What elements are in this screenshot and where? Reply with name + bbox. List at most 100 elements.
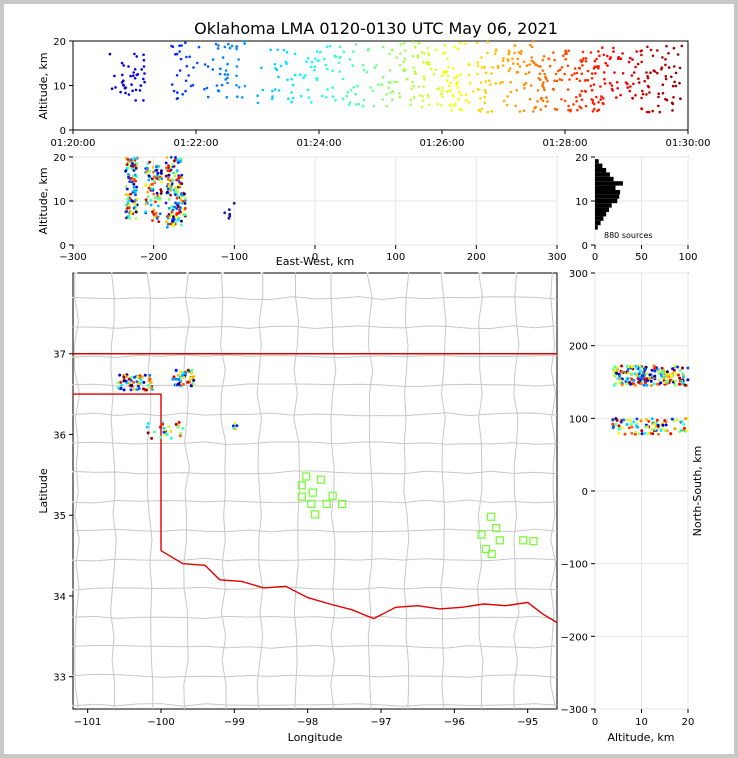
lightning-source-point bbox=[116, 381, 120, 385]
lightning-source-point bbox=[539, 65, 542, 68]
lightning-source-point bbox=[459, 41, 462, 45]
lightning-source-point bbox=[649, 48, 653, 52]
lightning-source-point bbox=[619, 379, 623, 383]
lightning-source-point bbox=[645, 377, 649, 381]
lightning-source-point bbox=[324, 63, 328, 67]
lightning-source-point bbox=[310, 60, 314, 64]
lightning-source-point bbox=[216, 47, 220, 50]
lightning-source-point bbox=[235, 74, 238, 78]
lightning-source-point bbox=[134, 217, 138, 220]
lightning-source-point bbox=[647, 419, 651, 423]
lightning-source-point bbox=[637, 380, 640, 384]
lightning-source-point bbox=[659, 381, 663, 385]
lightning-source-point bbox=[536, 89, 540, 92]
lightning-source-point bbox=[132, 380, 136, 384]
lightning-source-point bbox=[316, 59, 320, 63]
lightning-source-point bbox=[120, 73, 124, 77]
lightning-source-point bbox=[608, 57, 612, 61]
lightning-source-point bbox=[578, 105, 581, 108]
lightning-source-point bbox=[660, 369, 664, 373]
lightning-source-point bbox=[650, 417, 654, 421]
lightning-source-point bbox=[323, 57, 326, 61]
lightning-source-point bbox=[315, 78, 319, 82]
lightning-source-point bbox=[566, 64, 570, 68]
lightning-source-point bbox=[176, 91, 179, 94]
lma-station-marker bbox=[491, 523, 501, 533]
x-tick-label: 200 bbox=[467, 252, 486, 263]
lightning-source-point bbox=[134, 188, 138, 192]
lightning-source-point bbox=[395, 56, 398, 59]
lma-station-marker bbox=[337, 499, 347, 509]
lightning-source-point bbox=[140, 68, 143, 71]
lightning-source-point bbox=[176, 190, 180, 194]
lightning-source-point bbox=[666, 375, 670, 379]
lightning-source-point bbox=[448, 89, 452, 92]
lightning-source-point bbox=[591, 101, 595, 104]
lightning-source-point bbox=[172, 215, 175, 219]
lightning-source-point bbox=[629, 85, 632, 88]
lightning-source-point bbox=[620, 383, 624, 387]
county-boundary bbox=[220, 272, 227, 710]
lightning-source-point bbox=[159, 425, 162, 429]
north-south-ylabel: North-South, km bbox=[691, 446, 704, 537]
lightning-source-point bbox=[157, 220, 161, 224]
lightning-source-point bbox=[630, 74, 634, 77]
lightning-source-point bbox=[674, 71, 678, 75]
lightning-source-point bbox=[348, 58, 352, 61]
lightning-source-point bbox=[643, 79, 646, 83]
lightning-source-point bbox=[456, 86, 460, 89]
lightning-source-point bbox=[599, 85, 602, 88]
lightning-source-point bbox=[224, 78, 227, 81]
lightning-source-point bbox=[680, 44, 684, 48]
lightning-source-point bbox=[348, 101, 352, 104]
lightning-source-point bbox=[133, 203, 137, 207]
lightning-source-point bbox=[440, 92, 443, 96]
lightning-source-point bbox=[170, 210, 174, 214]
lightning-source-point bbox=[151, 182, 154, 186]
lightning-source-point bbox=[640, 60, 643, 64]
lightning-source-point bbox=[346, 91, 350, 94]
lightning-source-point bbox=[134, 179, 138, 183]
x-tick-label: −101 bbox=[74, 717, 101, 728]
lightning-source-point bbox=[177, 211, 181, 215]
county-boundary bbox=[440, 272, 447, 710]
lightning-source-point bbox=[552, 51, 555, 54]
lightning-source-point bbox=[380, 83, 384, 86]
histogram-bars bbox=[595, 159, 623, 230]
lightning-source-point bbox=[645, 383, 649, 387]
lightning-source-point bbox=[178, 175, 182, 179]
lightning-source-point bbox=[405, 77, 409, 81]
lma-station-marker bbox=[519, 536, 528, 545]
lightning-source-point bbox=[137, 382, 141, 386]
lightning-source-point bbox=[183, 202, 187, 205]
lightning-source-point bbox=[148, 377, 152, 381]
county-boundary bbox=[403, 272, 410, 710]
lightning-source-point bbox=[149, 199, 153, 203]
lightning-source-point bbox=[164, 166, 168, 170]
lightning-source-point bbox=[476, 41, 479, 45]
lightning-source-point bbox=[285, 50, 289, 54]
lightning-source-point bbox=[175, 169, 179, 173]
lightning-source-point bbox=[508, 67, 512, 70]
lightning-source-point bbox=[502, 99, 506, 103]
lightning-source-point bbox=[514, 104, 517, 108]
lightning-source-point bbox=[606, 54, 609, 58]
lightning-source-point bbox=[131, 89, 134, 93]
lightning-source-point bbox=[129, 74, 132, 78]
lightning-source-point bbox=[175, 207, 179, 210]
lightning-source-point bbox=[529, 84, 533, 87]
lightning-source-point bbox=[427, 61, 431, 64]
lightning-source-point bbox=[139, 84, 143, 87]
lightning-source-point bbox=[385, 93, 388, 96]
lma-station-marker bbox=[495, 536, 504, 545]
x-tick-label: −97 bbox=[370, 717, 391, 728]
lightning-source-point bbox=[220, 83, 224, 87]
lightning-source-point bbox=[127, 206, 131, 210]
y-tick-label: 100 bbox=[569, 414, 588, 425]
lightning-source-point bbox=[154, 200, 157, 204]
lightning-source-point bbox=[388, 69, 392, 72]
lightning-source-point bbox=[604, 61, 607, 65]
lightning-source-point bbox=[179, 199, 183, 202]
lightning-source-point bbox=[130, 83, 133, 86]
lightning-source-point bbox=[532, 110, 535, 113]
